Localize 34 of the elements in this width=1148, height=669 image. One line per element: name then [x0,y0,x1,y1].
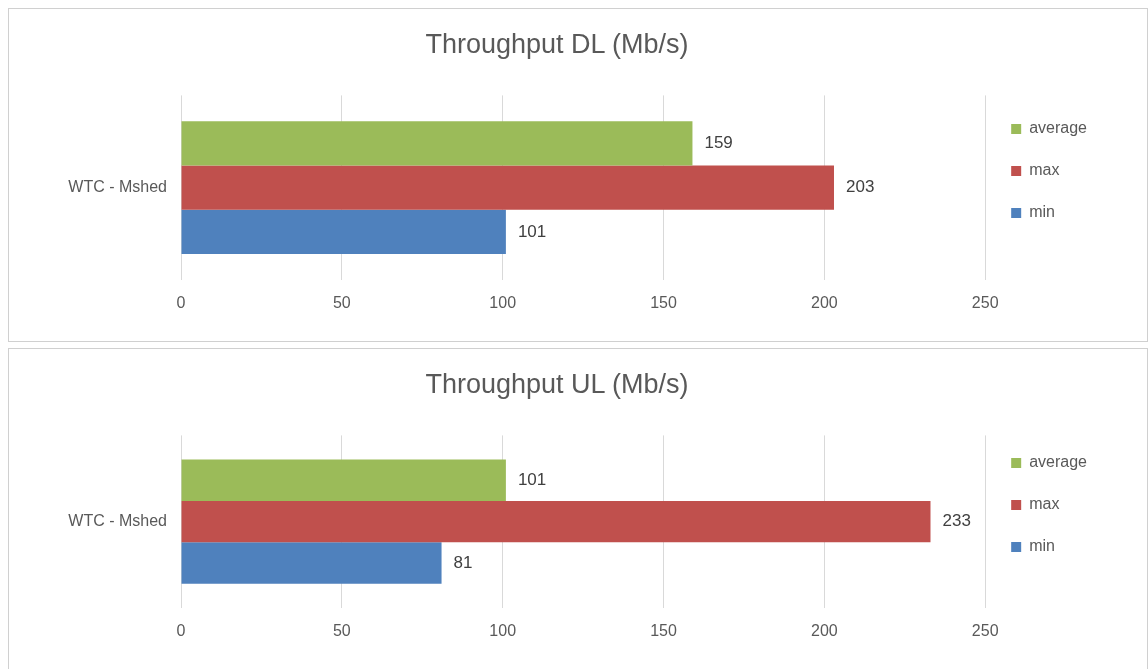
bar [181,209,506,254]
x-tick-label: 0 [176,293,186,311]
x-tick-label: 250 [971,621,999,639]
bar [181,459,506,501]
legend-label: max [1029,495,1060,513]
bar [181,165,834,210]
x-tick-label: 150 [650,621,677,639]
x-tick-label: 50 [332,293,351,311]
y-tick-label: WTC - Mshed [68,178,167,196]
y-tick-label: WTC - Mshed [68,512,167,530]
data-label: 101 [517,469,547,489]
chart-title: Throughput DL (Mb/s) [425,28,689,59]
bar [181,121,693,166]
data-label: 203 [845,177,875,197]
legend-label: average [1029,119,1088,137]
legend-label: min [1029,537,1055,555]
x-tick-label: 250 [971,293,999,311]
bar [181,542,442,584]
data-label: 81 [453,552,473,572]
bar [181,500,931,543]
chart-title: Throughput UL (Mb/s) [425,368,689,399]
legend-label: average [1029,453,1088,471]
x-tick-label: 100 [489,293,517,311]
x-tick-label: 0 [176,621,186,639]
x-tick-label: 100 [489,621,517,639]
x-tick-label: 150 [650,293,677,311]
data-label: 159 [704,133,733,153]
x-tick-label: 200 [810,621,838,639]
x-tick-label: 200 [810,293,838,311]
data-label: 101 [517,221,547,241]
legend-label: min [1029,203,1055,221]
x-tick-label: 50 [332,621,351,639]
legend-label: max [1029,161,1060,179]
data-label: 233 [942,511,971,531]
